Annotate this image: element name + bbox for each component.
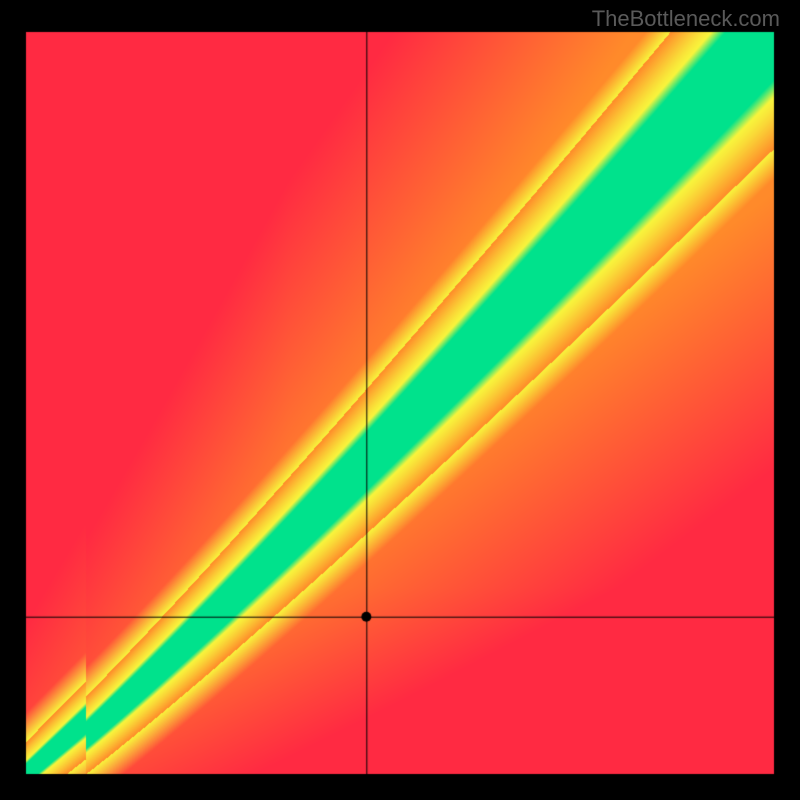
watermark-text: TheBottleneck.com [592, 6, 780, 32]
chart-container: TheBottleneck.com [0, 0, 800, 800]
heatmap-canvas [0, 0, 800, 800]
